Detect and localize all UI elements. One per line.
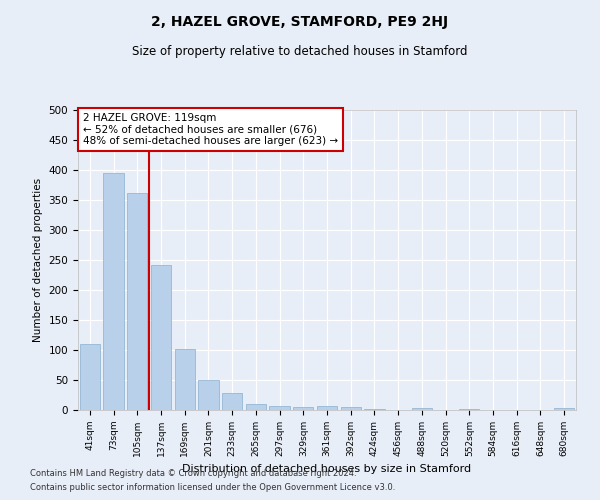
Bar — [459, 409, 479, 410]
Text: 2 HAZEL GROVE: 119sqm
← 52% of detached houses are smaller (676)
48% of semi-det: 2 HAZEL GROVE: 119sqm ← 52% of detached … — [83, 113, 338, 146]
Bar — [269, 406, 290, 410]
Bar — [103, 173, 124, 410]
Text: Contains HM Land Registry data © Crown copyright and database right 2024.: Contains HM Land Registry data © Crown c… — [30, 468, 356, 477]
Bar — [151, 266, 171, 410]
Text: Size of property relative to detached houses in Stamford: Size of property relative to detached ho… — [132, 45, 468, 58]
Bar — [554, 408, 574, 410]
Bar — [317, 406, 337, 410]
Bar — [222, 392, 242, 410]
Text: 2, HAZEL GROVE, STAMFORD, PE9 2HJ: 2, HAZEL GROVE, STAMFORD, PE9 2HJ — [151, 15, 449, 29]
Bar — [175, 349, 195, 410]
Y-axis label: Number of detached properties: Number of detached properties — [33, 178, 43, 342]
Bar — [127, 193, 148, 410]
Bar — [341, 407, 361, 410]
Text: Contains public sector information licensed under the Open Government Licence v3: Contains public sector information licen… — [30, 484, 395, 492]
Bar — [246, 404, 266, 410]
Bar — [293, 407, 313, 410]
Bar — [199, 380, 218, 410]
Bar — [80, 344, 100, 410]
Bar — [412, 408, 432, 410]
X-axis label: Distribution of detached houses by size in Stamford: Distribution of detached houses by size … — [182, 464, 472, 474]
Bar — [364, 409, 385, 410]
